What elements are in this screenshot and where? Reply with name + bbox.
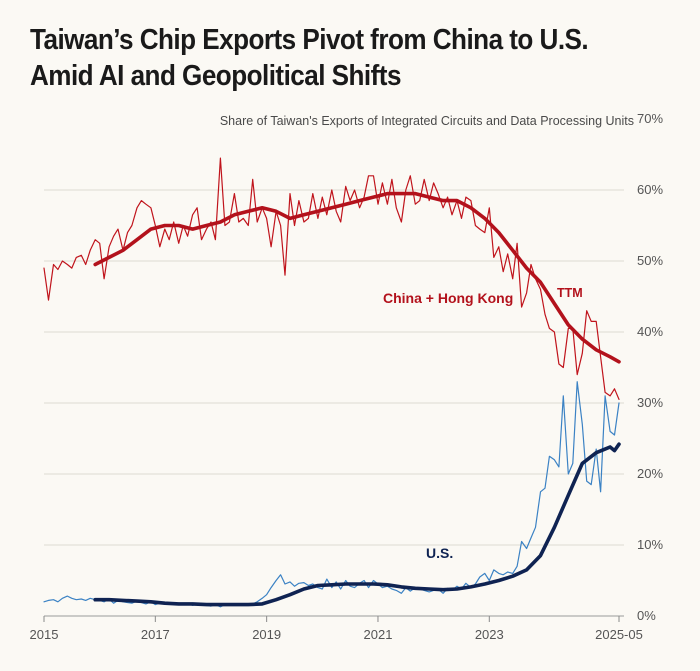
y-tick-label-60: 60%	[637, 182, 663, 197]
x-tick-label-2021: 2021	[364, 627, 393, 642]
series-label-ttm: TTM	[557, 286, 583, 300]
y-tick-label-50: 50%	[637, 253, 663, 268]
series-line-ttm	[93, 191, 621, 364]
gridlines	[44, 189, 624, 617]
series-label-china: China + Hong Kong	[383, 290, 513, 306]
x-axis: 2015 2017 2019 2021 2023 2025-05	[30, 616, 643, 642]
chart-subtitle: Share of Taiwan's Exports of Integrated …	[220, 114, 634, 128]
y-tick-label-0: 0%	[637, 608, 656, 623]
y-axis-labels: 0% 10% 20% 30% 40% 50% 60% 70%	[637, 111, 663, 623]
x-tick-label-2025-05: 2025-05	[595, 627, 643, 642]
series-line-u-s-	[43, 381, 620, 608]
y-tick-label-10: 10%	[637, 537, 663, 552]
series-line-china-hong-kong	[43, 157, 620, 400]
chart-title: Taiwan’s Chip Exports Pivot from China t…	[30, 24, 589, 92]
x-tick-label-2019: 2019	[252, 627, 281, 642]
series-label-us: U.S.	[426, 545, 453, 561]
y-tick-label-40: 40%	[637, 324, 663, 339]
y-tick-label-20: 20%	[637, 466, 663, 481]
x-tick-label-2015: 2015	[30, 627, 59, 642]
x-tick-label-2023: 2023	[475, 627, 504, 642]
x-tick-label-2017: 2017	[141, 627, 170, 642]
series-line-u-s-ttm	[93, 442, 621, 607]
y-tick-label-30: 30%	[637, 395, 663, 410]
series-group	[43, 157, 621, 608]
y-tick-label-70: 70%	[637, 111, 663, 126]
